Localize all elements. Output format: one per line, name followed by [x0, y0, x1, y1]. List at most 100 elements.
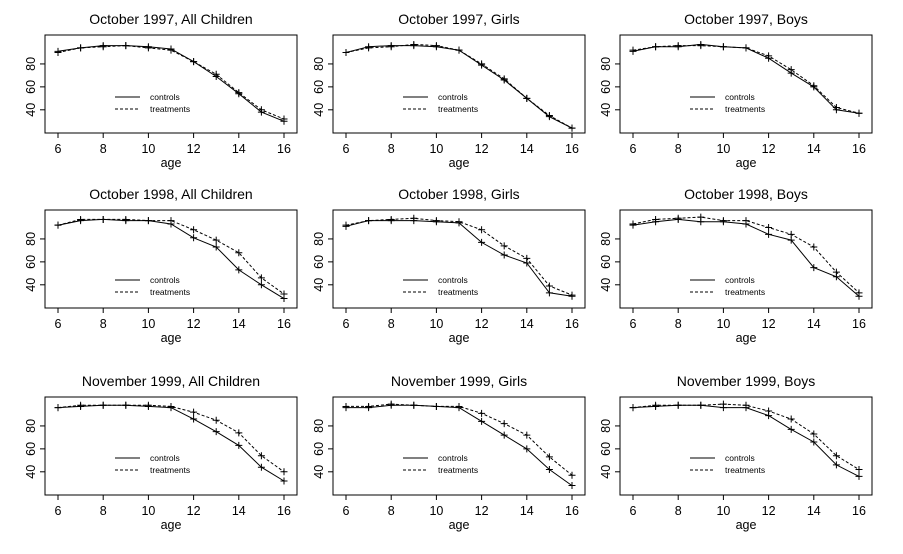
legend-label: treatments — [438, 104, 478, 114]
y-tick-label: 60 — [599, 442, 613, 456]
legend-label: treatments — [150, 104, 190, 114]
x-tick-label: 10 — [141, 317, 155, 331]
plot-frame — [44, 209, 298, 309]
data-point-treatments — [478, 409, 486, 417]
panel-3: October 1997, Boys 6 8 10 12 14 16 age 40 60 80 con… — [599, 11, 873, 170]
data-point-treatments — [387, 215, 395, 223]
series-line-treatments — [57, 404, 285, 473]
data-point-controls — [235, 266, 243, 274]
data-point-treatments — [167, 46, 175, 54]
panel-6: October 1998, Boys 6 8 10 12 14 16 age 40 60 80 con… — [599, 186, 873, 345]
y-tick-label: 80 — [312, 57, 326, 71]
data-point-treatments — [167, 217, 175, 225]
data-point-treatments — [568, 124, 576, 132]
x-tick-label: 16 — [852, 142, 866, 156]
data-point-treatments — [629, 46, 637, 54]
data-point-treatments — [787, 230, 795, 238]
data-point-treatments — [545, 112, 553, 120]
x-axis-label: age — [736, 331, 757, 345]
data-point-treatments — [674, 214, 682, 222]
x-tick-label: 6 — [55, 317, 62, 331]
data-point-treatments — [832, 268, 840, 276]
data-point-controls — [257, 281, 265, 289]
data-point-treatments — [765, 223, 773, 231]
data-point-controls — [212, 243, 220, 251]
x-tick-label: 10 — [429, 142, 443, 156]
data-point-treatments — [387, 400, 395, 408]
data-point-treatments — [629, 220, 637, 228]
data-point-treatments — [832, 452, 840, 460]
y-tick-label: 80 — [599, 57, 613, 71]
x-axis-label: age — [449, 331, 470, 345]
legend: controls treatments — [115, 453, 190, 475]
legend: controls treatments — [115, 92, 190, 114]
data-point-treatments — [212, 416, 220, 424]
data-point-controls — [280, 477, 288, 485]
data-point-treatments — [54, 404, 62, 412]
x-tick-label: 10 — [429, 504, 443, 518]
data-point-treatments — [742, 44, 750, 52]
data-point-treatments — [54, 221, 62, 229]
data-point-treatments — [455, 46, 463, 54]
data-point-treatments — [144, 401, 152, 409]
x-tick-label: 14 — [232, 142, 246, 156]
data-point-treatments — [77, 215, 85, 223]
x-tick-label: 10 — [716, 317, 730, 331]
data-point-treatments — [832, 104, 840, 112]
x-tick-label: 16 — [852, 317, 866, 331]
data-point-treatments — [235, 89, 243, 97]
legend-label: treatments — [725, 104, 765, 114]
series-line-treatments — [632, 403, 860, 470]
data-point-treatments — [787, 66, 795, 74]
x-tick-label: 12 — [475, 317, 489, 331]
x-tick-label: 8 — [100, 504, 107, 518]
data-point-treatments — [787, 415, 795, 423]
plot-frame — [332, 396, 586, 496]
x-axis-label: age — [449, 518, 470, 532]
x-tick-label: 10 — [141, 142, 155, 156]
y-tick-label: 40 — [24, 465, 38, 479]
panel-4: October 1998, All Children 6 8 10 12 14 16 age 4… — [24, 186, 298, 345]
y-tick-label: 40 — [599, 103, 613, 117]
data-point-treatments — [719, 217, 727, 225]
x-tick-label: 8 — [675, 317, 682, 331]
data-point-treatments — [77, 401, 85, 409]
series-line-controls — [345, 45, 573, 129]
data-point-treatments — [365, 217, 373, 225]
data-point-treatments — [545, 282, 553, 290]
data-point-treatments — [280, 468, 288, 476]
data-point-treatments — [99, 401, 107, 409]
x-tick-label: 12 — [187, 317, 201, 331]
x-tick-label: 6 — [630, 317, 637, 331]
x-tick-label: 12 — [187, 142, 201, 156]
plot-frame — [332, 34, 586, 134]
y-tick-label: 40 — [312, 103, 326, 117]
data-point-treatments — [365, 402, 373, 410]
x-axis-label: age — [161, 156, 182, 170]
data-point-controls — [810, 438, 818, 446]
data-point-treatments — [500, 75, 508, 83]
data-point-treatments — [342, 48, 350, 56]
series-line-treatments — [346, 403, 573, 476]
data-point-treatments — [167, 402, 175, 410]
panel-2: October 1997, Girls 6 8 10 12 14 16 age 40 60 80 co… — [312, 11, 586, 170]
data-point-controls — [810, 264, 818, 272]
x-tick-label: 16 — [277, 504, 291, 518]
data-point-treatments — [77, 44, 85, 52]
data-point-treatments — [257, 452, 265, 460]
y-tick-label: 40 — [24, 278, 38, 292]
y-tick-label: 80 — [599, 419, 613, 433]
y-tick-label: 60 — [312, 80, 326, 94]
data-point-treatments — [122, 215, 130, 223]
x-axis-label: age — [449, 156, 470, 170]
x-tick-label: 6 — [343, 142, 350, 156]
panel-8: November 1999, Girls 6 8 10 12 14 16 age 40 60 80 c… — [312, 373, 586, 532]
legend-label: controls — [150, 453, 180, 463]
data-point-controls — [478, 238, 486, 246]
data-point-treatments — [810, 430, 818, 438]
data-point-treatments — [674, 42, 682, 50]
series-line-controls — [632, 43, 860, 114]
data-point-treatments — [54, 48, 62, 56]
x-tick-label: 6 — [630, 504, 637, 518]
